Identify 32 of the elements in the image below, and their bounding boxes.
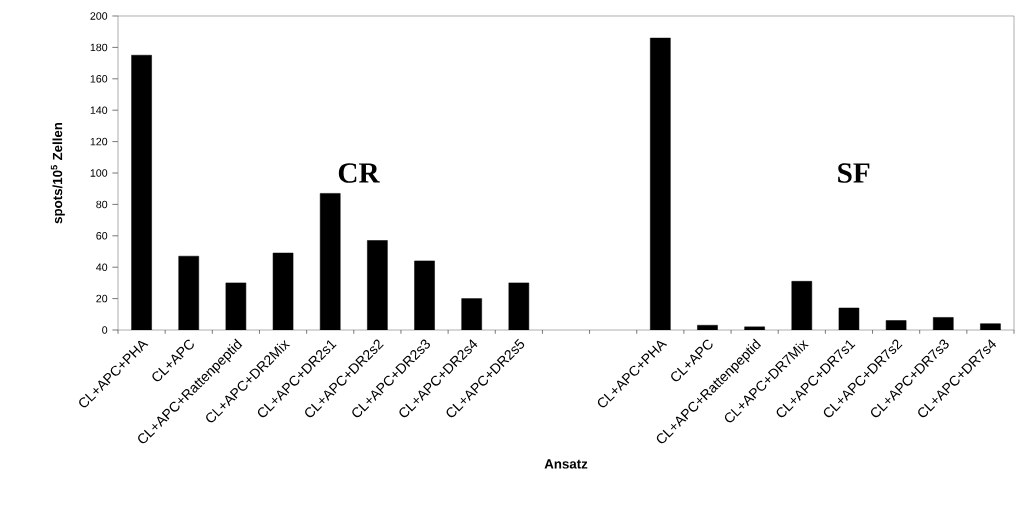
bar [367,240,388,330]
y-tick-label: 180 [90,43,108,52]
y-tick-label: 100 [90,169,108,177]
bar [178,255,200,330]
y-tick-label: 0 [102,326,108,334]
y-tick-label: 160 [90,75,108,83]
y-tick-label: 40 [96,263,108,271]
bar [272,252,294,330]
annotation: SF [838,163,870,183]
x-axis-title: Ansatz [544,459,588,469]
bar [650,37,671,330]
bar [933,317,954,330]
y-tick-label: 20 [96,294,108,303]
bar [744,326,765,330]
bar [225,282,247,330]
bar [885,320,907,330]
y-axis-title: spots/10$^{5}$ Zellen [50,122,65,224]
annotation: CR [338,163,380,183]
bar [461,298,482,330]
y-tick-label: 120 [90,137,108,146]
y-tick-label: 200 [90,12,108,20]
y-tick-label: 80 [96,200,108,209]
bar [508,282,530,330]
bar [791,281,813,330]
bar [838,307,860,330]
bar [414,260,435,330]
bar [131,54,152,330]
bar [980,323,1001,330]
y-tick-label: 60 [96,232,108,240]
y-tick-label: 140 [90,106,108,114]
bar [697,325,718,330]
bar [319,193,341,330]
